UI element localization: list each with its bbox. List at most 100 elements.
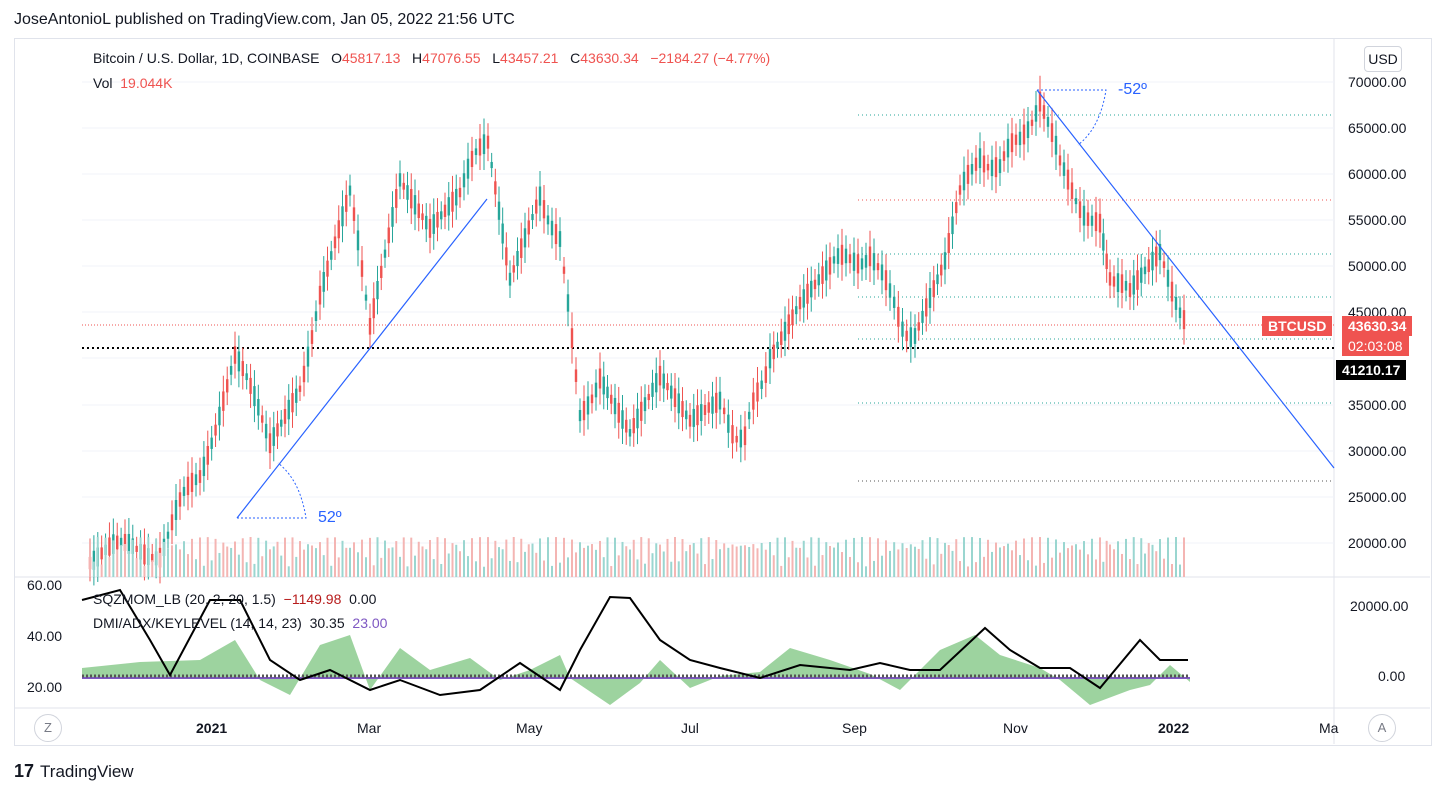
volume-bar: [583, 547, 585, 577]
candle-body: [1070, 182, 1074, 200]
candle-body: [1074, 198, 1078, 205]
candle-body: [610, 394, 613, 404]
candle-body: [613, 397, 617, 415]
volume-bar: [163, 541, 165, 577]
candle-body: [570, 328, 574, 348]
volume-bar: [591, 544, 593, 577]
volume-bar: [402, 537, 405, 577]
angle-down-label: -52º: [1118, 81, 1147, 98]
close-label: C: [570, 50, 581, 66]
currency-button[interactable]: USD: [1364, 46, 1402, 72]
volume-bar: [575, 552, 577, 577]
volume-bar: [1075, 544, 1077, 577]
volume-bar: [707, 537, 710, 577]
candle-body: [1116, 273, 1120, 293]
candle-body: [925, 298, 928, 317]
volume-bar: [191, 538, 193, 577]
volume-bar: [429, 539, 431, 577]
candle-body: [546, 215, 550, 225]
downtrend-line: [1036, 89, 1335, 469]
candle-body: [326, 260, 329, 277]
volume-bar: [1031, 537, 1033, 577]
price-axis-label: 65000.00: [1348, 120, 1407, 136]
volume-bar: [814, 565, 816, 577]
volume-bar: [509, 560, 511, 577]
candle-body: [470, 150, 474, 168]
candle-body: [494, 181, 497, 195]
price-axis-label: 35000.00: [1348, 397, 1407, 413]
candle-body: [127, 533, 131, 554]
candle-body: [291, 393, 294, 413]
candle-body: [268, 433, 272, 454]
volume-bar: [689, 544, 691, 577]
candle-body: [486, 135, 490, 149]
volume-bar: [869, 537, 871, 577]
volume-bar: [632, 539, 635, 577]
volume-bar: [547, 537, 549, 577]
volume-bar: [490, 558, 493, 577]
auto-scale-button[interactable]: A: [1368, 714, 1396, 742]
volume-bar: [303, 549, 305, 577]
volume-bar: [932, 564, 935, 577]
volume-bar: [857, 562, 859, 577]
candle-body: [888, 283, 892, 298]
candle-body: [372, 298, 375, 319]
candle-body: [257, 398, 260, 416]
candle-body: [662, 373, 665, 389]
volume-bar: [230, 547, 233, 577]
open-label: O: [331, 50, 342, 66]
candle-body: [776, 341, 779, 349]
volume-bar: [559, 562, 561, 577]
candle-body: [1174, 296, 1178, 310]
candle-body: [523, 228, 527, 248]
candle-body: [440, 211, 443, 220]
volume-bar: [124, 543, 126, 577]
candle-body: [743, 426, 747, 446]
volume-bar: [444, 538, 446, 577]
volume-bar: [265, 540, 268, 577]
volume-bar: [108, 556, 111, 577]
volume-bar: [799, 547, 801, 577]
volume-bar: [936, 538, 939, 577]
volume-bar: [487, 537, 489, 577]
candle-body: [760, 380, 763, 389]
close-value: 43630.34: [580, 50, 639, 66]
candle-body: [92, 550, 96, 570]
candle-body: [410, 188, 413, 209]
volume-bar: [471, 538, 473, 577]
candle-body: [425, 215, 428, 230]
candle-body: [108, 537, 111, 556]
candle-body: [1066, 169, 1070, 190]
volume-bar: [955, 539, 958, 577]
candle-body: [505, 247, 508, 266]
time-label-ma: Ma: [1319, 720, 1339, 736]
candle-body: [1038, 91, 1042, 112]
candle-body: [1170, 281, 1174, 302]
candle-body: [202, 456, 206, 477]
candle-body: [1140, 267, 1143, 283]
volume-bar: [651, 553, 654, 577]
footer[interactable]: 17 TradingView: [14, 761, 134, 782]
zoom-reset-button[interactable]: Z: [34, 714, 62, 742]
volume-bar: [183, 541, 185, 577]
candle-body: [214, 424, 217, 436]
volume-bar: [410, 537, 413, 577]
candle-body: [795, 306, 798, 315]
volume-bar: [1147, 543, 1150, 577]
volume-bar: [748, 546, 751, 577]
publisher-line: JoseAntonioL published on TradingView.co…: [14, 11, 515, 28]
candle-body: [190, 472, 194, 492]
volume-bar: [135, 558, 138, 577]
candle-body: [864, 255, 868, 268]
volume-bar: [983, 556, 985, 577]
volume-bar: [833, 547, 835, 577]
footer-brand: TradingView: [40, 761, 134, 781]
candle-body: [1082, 205, 1086, 226]
volume-bar: [674, 537, 676, 577]
candle-body: [901, 321, 904, 337]
volume-bar: [512, 537, 515, 577]
volume-bar: [175, 544, 177, 577]
volume-bar: [341, 540, 344, 577]
volume-bar: [479, 537, 481, 577]
